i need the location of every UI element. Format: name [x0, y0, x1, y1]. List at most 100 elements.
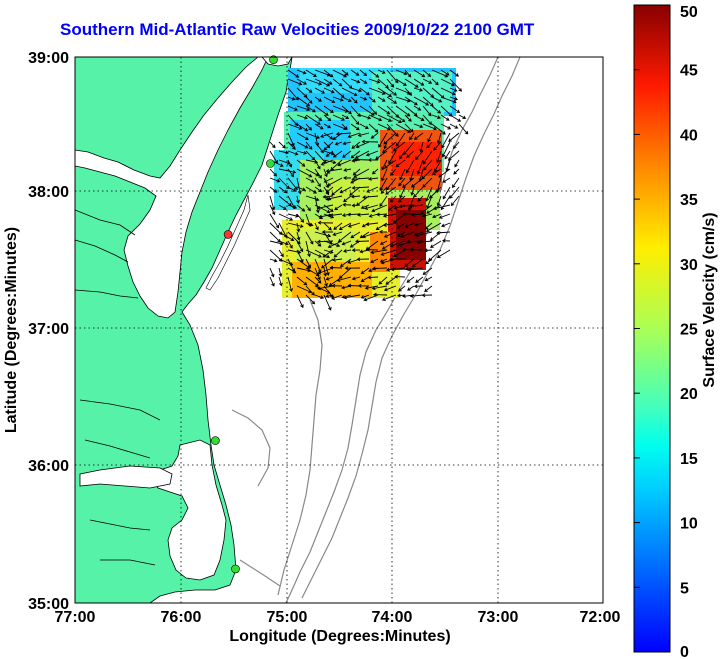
- velocity-arrow: [305, 105, 316, 113]
- velocity-arrow: [380, 249, 397, 256]
- velocity-arrow: [409, 132, 415, 141]
- velocity-arrow: [383, 285, 397, 292]
- velocity-arrow: [321, 230, 334, 234]
- velocity-arrow: [404, 87, 413, 96]
- velocity-arrow: [325, 195, 343, 201]
- velocity-arrow: [269, 213, 280, 229]
- velocity-arrow: [351, 141, 361, 149]
- velocity-arrow: [269, 204, 276, 216]
- velocity-arrow: [343, 294, 361, 300]
- velocity-arrow: [296, 141, 309, 149]
- velocity-arrow: [287, 204, 298, 209]
- velocity-arrow: [422, 267, 433, 275]
- velocity-arrow: [386, 96, 398, 104]
- velocity-arrow: [269, 177, 281, 183]
- velocity-arrow: [314, 168, 322, 179]
- velocity-arrow: [398, 285, 406, 292]
- velocity-arrow: [413, 69, 426, 78]
- velocity-arrow: [372, 266, 388, 271]
- velocity-arrow: [351, 276, 361, 281]
- velocity-arrow: [332, 69, 347, 78]
- velocity-arrow: [332, 258, 343, 262]
- velocity-arrow: [269, 186, 278, 193]
- velocity-arrow: [351, 248, 361, 253]
- velocity-arrow: [422, 69, 432, 77]
- velocity-arrow: [360, 204, 370, 210]
- velocity-arrow: [350, 194, 361, 199]
- colorbar-tick-label: 50: [680, 4, 698, 21]
- velocity-arrow: [351, 203, 361, 208]
- velocity-arrow: [351, 177, 370, 182]
- velocity-arrow: [426, 141, 433, 149]
- colorbar: 0 5 10 15 20 25 30 35 40 45 50 Surface Velocity (c…: [633, 4, 718, 659]
- velocity-arrow: [296, 177, 302, 195]
- velocity-arrow: [375, 150, 388, 160]
- velocity-arrow: [314, 249, 330, 259]
- velocity-arrow: [296, 231, 301, 241]
- velocity-arrow: [287, 213, 300, 218]
- velocity-arrow: [442, 238, 451, 243]
- velocity-arrow: [296, 195, 300, 204]
- velocity-arrow: [357, 283, 370, 288]
- velocity-arrow: [431, 114, 441, 119]
- velocity-arrow: [359, 249, 370, 254]
- velocity-arrow: [452, 177, 460, 189]
- velocity-arrow: [333, 222, 343, 230]
- velocity-arrow: [296, 105, 311, 112]
- velocity-arrow: [278, 276, 283, 287]
- velocity-arrow: [328, 276, 343, 287]
- velocity-arrow: [395, 105, 411, 117]
- velocity-arrow: [416, 240, 433, 245]
- albemarle-sound: [79, 465, 173, 489]
- velocity-arrow: [441, 141, 451, 158]
- velocity-arrow: [409, 168, 415, 182]
- velocity-arrow: [448, 132, 460, 142]
- velocity-arrow: [379, 177, 388, 192]
- velocity-arrow: [323, 168, 328, 178]
- velocity-arrow: [342, 141, 352, 146]
- velocity-arrow: [314, 114, 323, 122]
- velocity-arrow: [441, 222, 451, 228]
- velocity-arrow: [351, 186, 370, 190]
- velocity-arrow: [357, 212, 370, 217]
- velocity-arrow: [367, 275, 379, 280]
- velocity-arrow: [287, 222, 304, 228]
- velocity-arrow: [296, 132, 309, 140]
- velocity-arrow: [287, 78, 303, 86]
- velocity-arrow: [314, 276, 322, 284]
- velocity-arrow: [453, 168, 460, 175]
- velocity-arrow: [366, 247, 379, 252]
- velocity-arrow: [269, 195, 276, 211]
- velocity-arrow: [368, 114, 383, 122]
- velocity-arrow: [314, 240, 322, 247]
- velocity-arrow: [379, 195, 388, 207]
- velocity-arrow: [359, 105, 375, 116]
- velocity-arrow: [405, 159, 415, 174]
- velocity-arrow: [337, 159, 352, 167]
- velocity-arrow: [347, 132, 361, 138]
- velocity-arrow: [433, 141, 442, 151]
- velocity-arrow: [359, 96, 368, 101]
- velocity-arrow: [296, 150, 308, 155]
- velocity-arrow: [296, 249, 304, 263]
- velocity-arrow: [323, 123, 332, 129]
- velocity-arrow: [296, 276, 308, 286]
- velocity-arrow: [367, 158, 378, 162]
- velocity-arrow: [449, 78, 462, 92]
- velocity-arrow: [398, 177, 406, 187]
- x-tick-label: 77:00: [55, 609, 96, 626]
- velocity-arrow: [386, 123, 399, 137]
- velocity-arrow: [377, 87, 392, 97]
- velocity-arrow: [429, 240, 442, 248]
- velocity-arrow: [410, 212, 424, 217]
- velocity-arrow: [431, 123, 446, 135]
- colorbar-tick-label: 20: [680, 386, 698, 403]
- velocity-arrow: [341, 114, 350, 119]
- velocity-arrow: [413, 222, 424, 227]
- velocity-arrow: [269, 276, 275, 287]
- y-tick-label: 35:00: [28, 596, 69, 613]
- velocity-arrow: [335, 132, 352, 136]
- velocity-arrow: [414, 150, 424, 161]
- velocity-arrow: [378, 132, 388, 148]
- velocity-arrow: [341, 69, 349, 76]
